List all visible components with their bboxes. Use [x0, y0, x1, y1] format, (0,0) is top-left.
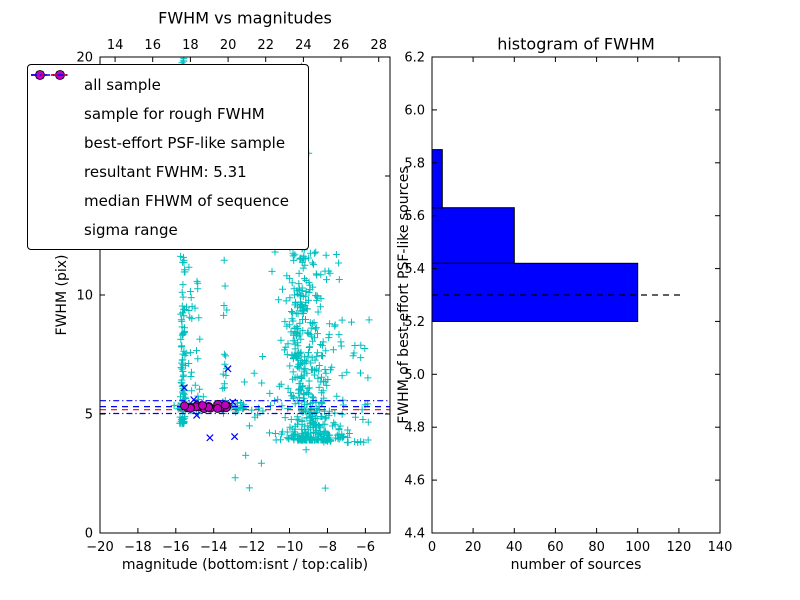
red-dashed-line-icon — [31, 74, 78, 211]
legend-item-label: resultant FWHM: 5.31 — [84, 162, 247, 181]
hist-bar — [431, 262, 639, 322]
svg-text:−10: −10 — [276, 540, 303, 555]
svg-text:0: 0 — [428, 540, 436, 555]
svg-text:5.2: 5.2 — [404, 315, 425, 330]
right-plot-title: histogram of FWHM — [497, 34, 655, 54]
svg-text:0: 0 — [85, 527, 93, 542]
svg-text:4.4: 4.4 — [404, 527, 425, 542]
legend-item-psf-sample: best-effort PSF-like sample — [32, 70, 304, 157]
svg-text:−16: −16 — [162, 540, 189, 555]
hist-bar — [431, 207, 515, 264]
svg-text:5.8: 5.8 — [404, 156, 425, 171]
circle-marker-icon — [32, 70, 78, 153]
svg-text:100: 100 — [625, 540, 650, 555]
svg-text:10: 10 — [76, 289, 93, 304]
svg-text:4.8: 4.8 — [404, 421, 425, 436]
svg-text:24: 24 — [295, 38, 312, 53]
svg-text:28: 28 — [370, 38, 387, 53]
svg-text:−20: −20 — [86, 540, 113, 555]
legend-item-label: all sample — [84, 75, 161, 94]
svg-text:16: 16 — [144, 38, 161, 53]
left-xaxis-label: magnitude (bottom:isnt / top:calib) — [121, 557, 369, 573]
right-plot-frame: 0 20 40 60 80 100 120 140 4.4 4.6 4.8 5.0 5.2 5.4 5.6 5… — [404, 51, 732, 556]
left-threshold-lines — [100, 400, 390, 415]
legend-item-label: median FHWM of sequence — [84, 191, 289, 210]
legend-item-sigma-range: sigma range — [31, 74, 304, 244]
svg-text:80: 80 — [588, 540, 605, 555]
legend-item-label: sample for rough FWHM — [84, 104, 265, 123]
left-plot-title: FWHM vs magnitudes — [158, 8, 332, 28]
svg-text:5.6: 5.6 — [404, 209, 425, 224]
svg-text:60: 60 — [547, 540, 564, 555]
svg-text:−6: −6 — [356, 540, 375, 555]
svg-text:20: 20 — [76, 51, 93, 66]
legend-item-label: sigma range — [84, 220, 178, 239]
svg-text:20: 20 — [220, 38, 237, 53]
svg-text:18: 18 — [182, 38, 199, 53]
svg-text:140: 140 — [708, 540, 733, 555]
legend: all sample sample for rough FWHM best-ef… — [27, 64, 309, 250]
svg-text:4.6: 4.6 — [404, 474, 425, 489]
left-yaxis-label: FWHM (pix) — [54, 254, 70, 336]
svg-text:−8: −8 — [318, 540, 337, 555]
x-marker-icon — [32, 71, 78, 124]
svg-text:40: 40 — [506, 540, 523, 555]
svg-text:−14: −14 — [200, 540, 227, 555]
svg-text:120: 120 — [666, 540, 691, 555]
hist-bar — [431, 149, 443, 209]
svg-text:5: 5 — [85, 408, 93, 423]
blue-dashed-line-icon — [31, 74, 78, 182]
svg-text:22: 22 — [257, 38, 274, 53]
right-hist-bars — [431, 149, 639, 322]
legend-item-rough-fwhm: sample for rough FWHM — [32, 71, 304, 128]
right-xaxis-label: number of sources — [510, 557, 642, 573]
legend-item-resultant-fwhm: resultant FWHM: 5.31 — [31, 74, 304, 186]
svg-text:6.0: 6.0 — [404, 103, 425, 118]
right-yaxis-label: FWHM of best-effort PSF-like sources — [396, 166, 412, 424]
svg-text:5.4: 5.4 — [404, 262, 425, 277]
svg-text:6.2: 6.2 — [404, 51, 425, 66]
svg-text:−12: −12 — [238, 540, 265, 555]
svg-text:5.0: 5.0 — [404, 368, 425, 383]
svg-text:14: 14 — [107, 38, 124, 53]
legend-item-median-fwhm: median FHWM of sequence — [31, 74, 304, 215]
blue-dashdot-line-icon — [31, 74, 78, 240]
scatter-psf-sample — [180, 399, 232, 414]
svg-text:20: 20 — [465, 540, 482, 555]
svg-text:26: 26 — [333, 38, 350, 53]
svg-text:−18: −18 — [124, 540, 151, 555]
legend-item-label: best-effort PSF-like sample — [84, 133, 286, 152]
